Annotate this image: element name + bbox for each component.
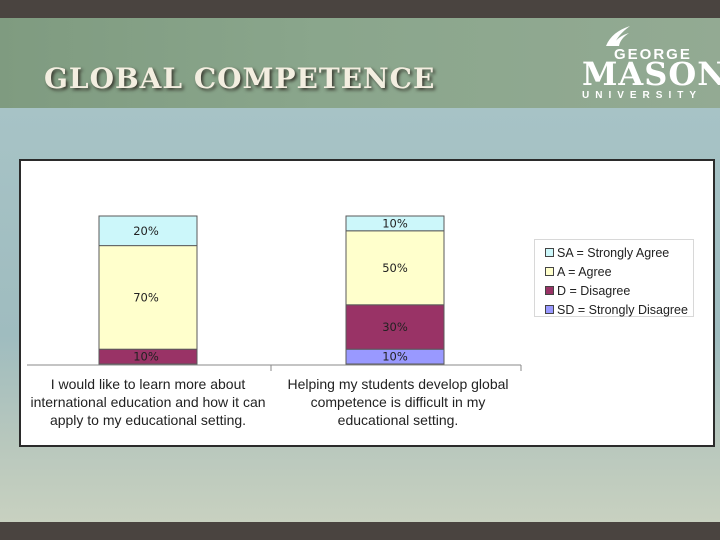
logo-flame-icon [606, 26, 630, 46]
data-label-sa-2: 10% [382, 216, 408, 230]
logo-mason-text: MASON [582, 55, 720, 93]
university-logo: GEORGE MASON UNIVERSITY [580, 24, 720, 104]
legend-item-a: A = Agree [545, 262, 693, 281]
legend-swatch-d [545, 286, 554, 295]
data-label-d-2: 30% [382, 320, 408, 334]
legend-swatch-sa [545, 248, 554, 257]
data-label-a-1: 70% [133, 290, 159, 304]
data-label-a-2: 50% [382, 261, 408, 275]
legend-item-sa: SA = Strongly Agree [545, 243, 693, 262]
legend-swatch-sd [545, 305, 554, 314]
legend-label-sd: SD = Strongly Disagree [557, 302, 688, 317]
bar-segment-sa-1 [98, 215, 198, 247]
legend-label-sa: SA = Strongly Agree [557, 245, 670, 260]
bottom-bar [0, 522, 720, 540]
legend-item-d: D = Disagree [545, 281, 693, 300]
category-label-1: I would like to learn more about interna… [30, 376, 266, 428]
legend-item-sd: SD = Strongly Disagree [545, 300, 693, 319]
legend-label-a: A = Agree [557, 264, 612, 279]
bar-segment-d-2 [345, 304, 445, 350]
data-label-d-1: 10% [133, 350, 159, 364]
legend-label-d: D = Disagree [557, 283, 631, 298]
data-label-sd-2: 10% [382, 350, 408, 364]
bar-segment-a-2 [345, 230, 445, 306]
category-label-2: Helping my students develop global compe… [287, 376, 509, 428]
top-bar [0, 0, 720, 18]
stacked-bar-chart: 10% 70% 20% 10% 30% 50% 10% [27, 215, 522, 371]
logo-george-text: GEORGE [614, 46, 692, 63]
data-label-sa-1: 20% [133, 224, 159, 238]
bar-segment-sa-2 [345, 215, 445, 232]
bar-segment-a-1 [98, 245, 198, 350]
slide-title: GLOBAL COMPETENCE [44, 62, 436, 95]
logo-university-text: UNIVERSITY [582, 90, 703, 101]
header-band [0, 18, 720, 108]
chart-legend: SA = Strongly Agree A = Agree D = Disagree… [534, 239, 694, 317]
chart-container: 10% 70% 20% 10% 30% 50% 10% SA = Strongly Agre… [19, 159, 715, 447]
legend-swatch-a [545, 267, 554, 276]
